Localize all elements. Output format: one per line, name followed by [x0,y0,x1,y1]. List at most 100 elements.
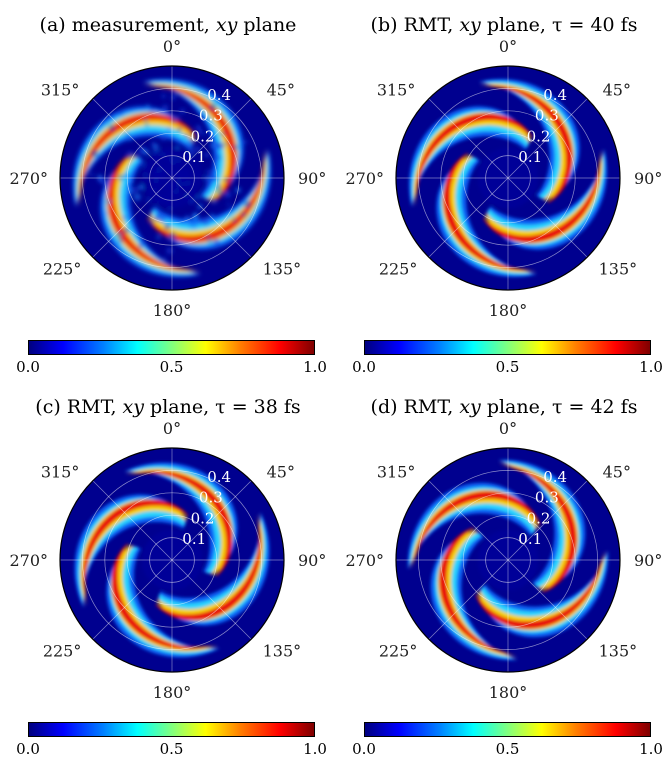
radial-tick-label: 0.2 [527,509,551,527]
colorbar-tick-mid: 0.5 [495,740,520,758]
radial-tick-label: 0.4 [207,468,231,486]
arm-core [443,153,582,271]
polar-outline [59,447,285,673]
angle-label: 45° [603,80,631,99]
noise-speckle [138,242,144,247]
angle-label: 0° [163,419,181,438]
noise-speckle [123,172,130,179]
title-suffix: plane, τ = 38 fs [150,396,301,418]
spiral-arms [408,78,608,278]
angle-label: 225° [43,642,82,661]
arm-cyan [440,157,587,275]
angle-label: 225° [379,642,418,661]
noise-speckle [165,126,172,133]
noise-speckle [125,202,131,209]
noise-speckle [233,144,239,150]
angular-gridline [171,177,252,258]
angle-label: 270° [345,551,384,570]
radial-tick-label: 0.4 [543,86,567,104]
noise-speckle [212,140,220,149]
noise-speckle [123,227,130,234]
angle-label: 0° [163,37,181,56]
radial-tick-label: 0.3 [535,489,559,507]
noise-speckle [128,178,134,184]
noise-speckle [197,195,201,200]
noise-speckle [129,135,134,140]
radial-tick-label: 0.1 [182,148,206,166]
title-variable: xy [459,14,481,36]
angle-label: 45° [603,462,631,481]
angular-gridline [92,480,173,561]
angle-label: 0° [499,419,517,438]
noise-speckle [161,104,169,112]
noise-speckle [122,215,127,220]
noise-speckle [124,207,129,212]
colorbar-tick-max: 1.0 [303,358,327,376]
colorbar-tick-mid: 0.5 [159,740,184,758]
angle-label: 90° [634,169,662,188]
noise-speckle [209,213,215,219]
angular-gridline [428,177,509,258]
polar-heatmap: 0.1 0.2 0.3 0.4 0° 45° 90° 135° 180° 225° 270° 315° [345,419,662,702]
arm-cyan [158,467,267,623]
title-suffix: plane [243,14,297,36]
noise-speckle [226,202,231,207]
panel-d: (d) RMT, xy plane, τ = 42 fs 0.1 0.2 0.3 0.… [336,382,672,764]
polar-heatmap: 0.1 0.2 0.3 0.4 0° 45° 90° 135° 180° 225° 270° 315° [345,37,662,320]
noise-speckle [186,138,195,147]
angle-label: 90° [298,551,326,570]
arm-cyan [411,110,529,257]
angle-label: 90° [634,551,662,570]
noise-speckle [159,216,166,223]
noise-speckle [145,104,151,110]
polar-heatmap: 0.1 0.2 0.3 0.4 0° 45° 90° 135° 180° 225° 270° 315° [9,37,326,320]
angular-gridline [171,559,252,640]
noise-speckle [175,145,180,149]
noise-speckle [201,132,206,136]
noise-speckle [126,151,134,159]
colorbar-gradient [28,340,315,355]
panel-c: (c) RMT, xy plane, τ = 38 fs 0.1 0.2 0.3 0.… [0,382,336,764]
noise-speckle [184,215,190,220]
angular-gridline [507,559,588,640]
colorbar-tick-min: 0.0 [16,358,40,376]
colorbar-tick-mid: 0.5 [159,358,184,376]
noise-speckle [153,132,158,136]
noise-speckle [90,173,94,177]
arm-cyan [93,81,240,199]
panel-b: (b) RMT, xy plane, τ = 40 fs 0.1 0.2 0.3 0.… [336,0,672,382]
noise-speckle [192,212,199,218]
angle-label: 270° [345,169,384,188]
noise-speckle [212,199,217,204]
noise-speckle [103,211,108,216]
panel-label: (d) [370,396,398,418]
angle-label: 0° [499,37,517,56]
noise-speckle [161,94,166,99]
angle-label: 315° [41,462,80,481]
panel-title: (d) RMT, xy plane, τ = 42 fs [336,396,672,418]
colorbar-tick-mid: 0.5 [495,358,520,376]
arm-yellow [111,545,263,652]
arm-core [415,113,533,252]
noise-speckle [144,118,148,123]
panel-label: (c) [35,396,61,418]
angle-label: 315° [41,80,80,99]
colorbar: 0.0 0.5 1.0 [352,340,663,380]
noise-speckle [159,133,168,141]
radial-tick-label: 0.3 [199,107,223,125]
title-text: RMT, [403,14,454,36]
arm-core [98,85,237,203]
arm-core [107,153,246,271]
noise-speckle [232,217,237,223]
noise-speckle [195,124,202,131]
noise-speckle [168,231,177,240]
noise-speckle [135,154,141,160]
arm-core [147,104,265,243]
angular-gridline [92,559,173,640]
angle-label: 270° [9,551,48,570]
angular-gridline [428,559,509,640]
angular-gridline [507,177,588,258]
arm-cyan [429,81,576,199]
colorbar-tick-max: 1.0 [639,358,663,376]
colorbar-gradient [364,340,651,355]
